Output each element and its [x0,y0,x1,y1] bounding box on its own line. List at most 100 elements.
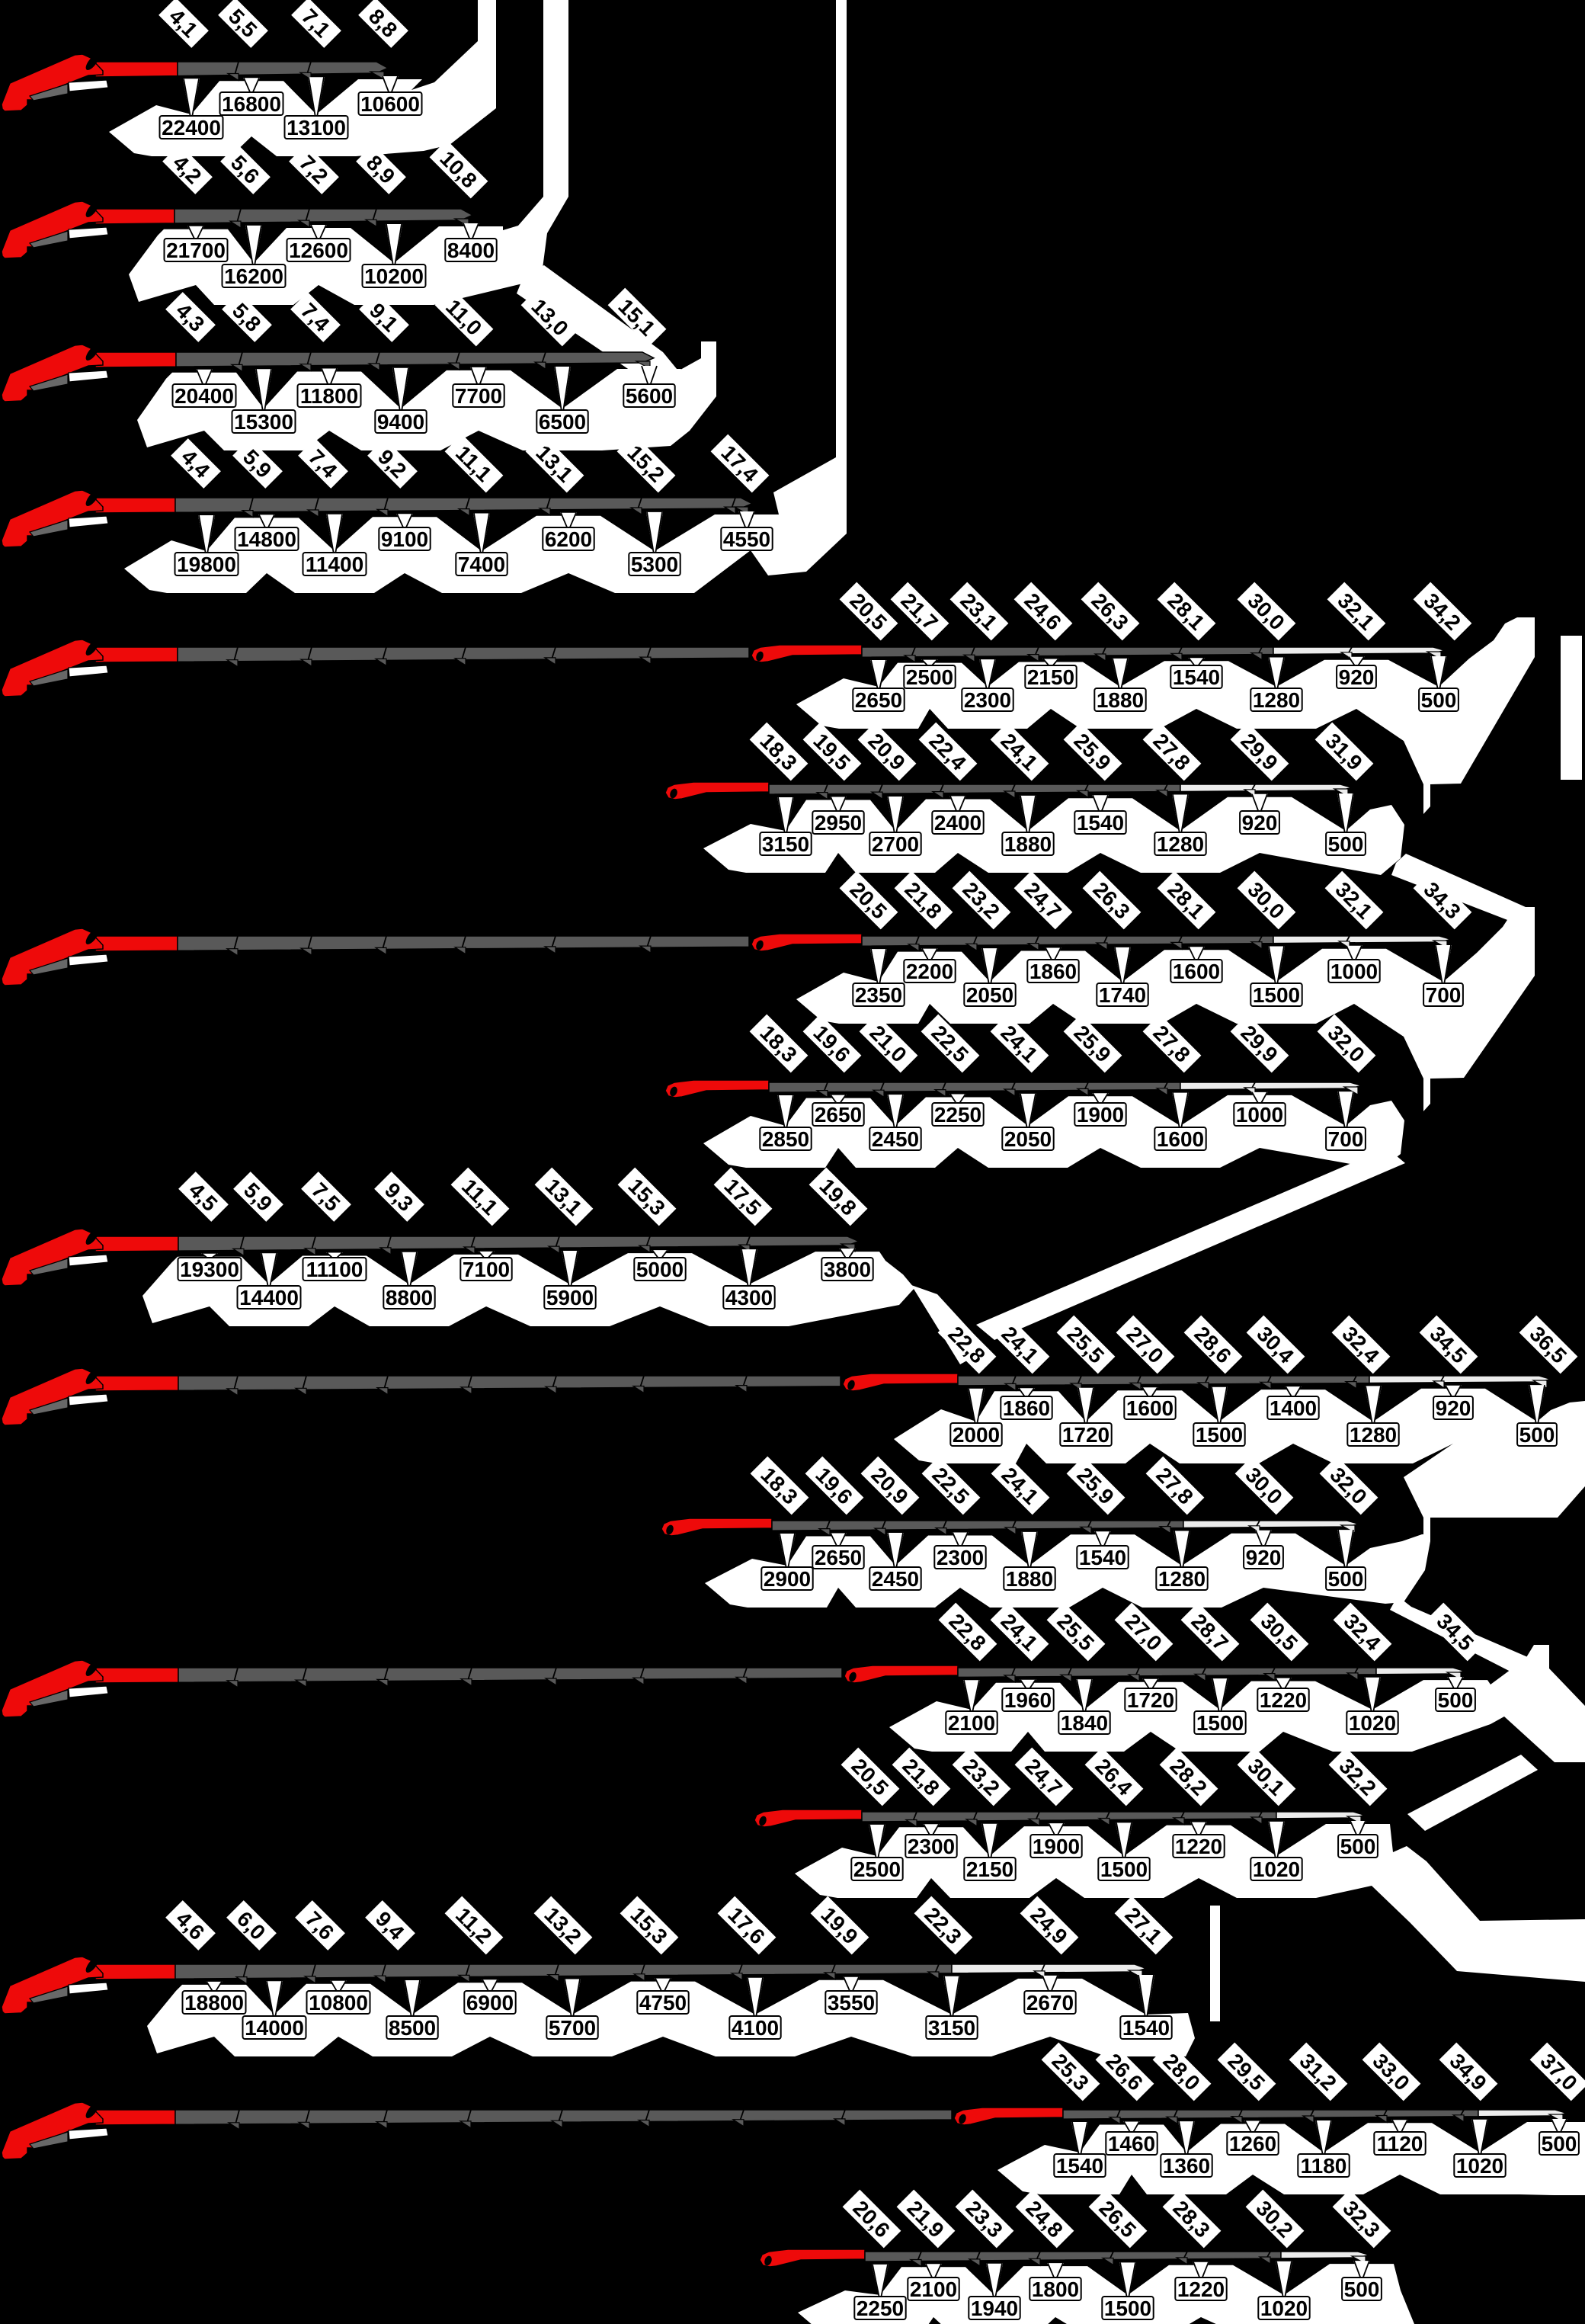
svg-text:2050: 2050 [1004,1127,1052,1151]
svg-text:3550: 3550 [828,1991,875,2015]
svg-text:2100: 2100 [910,2278,957,2301]
svg-text:1600: 1600 [1126,1396,1174,1420]
svg-text:2850: 2850 [762,1127,809,1151]
svg-text:1460: 1460 [1108,2132,1155,2156]
svg-text:2950: 2950 [815,811,862,835]
svg-text:2670: 2670 [1026,1991,1074,2015]
svg-text:1500: 1500 [1253,983,1300,1007]
svg-text:500: 500 [1519,1423,1555,1447]
svg-text:1360: 1360 [1163,2154,1210,2178]
svg-text:1880: 1880 [1097,688,1144,712]
svg-text:6900: 6900 [466,1991,514,2015]
svg-text:2650: 2650 [855,688,902,712]
svg-text:1220: 1220 [1177,2278,1225,2301]
svg-text:1020: 1020 [1349,1711,1396,1735]
svg-text:2100: 2100 [948,1711,995,1735]
svg-text:920: 920 [1436,1396,1471,1420]
svg-text:1280: 1280 [1253,688,1300,712]
svg-text:1720: 1720 [1062,1423,1110,1447]
svg-text:1540: 1540 [1056,2154,1103,2178]
svg-text:3150: 3150 [928,2016,975,2040]
svg-text:1000: 1000 [1236,1103,1283,1127]
svg-text:2300: 2300 [908,1835,955,1858]
svg-text:4100: 4100 [732,2016,779,2040]
svg-text:2300: 2300 [937,1546,984,1569]
svg-text:3800: 3800 [824,1258,871,1281]
svg-text:7400: 7400 [458,553,505,576]
svg-text:1540: 1540 [1122,2016,1170,2040]
svg-text:11800: 11800 [300,384,358,408]
svg-text:2050: 2050 [966,983,1013,1007]
svg-text:500: 500 [1328,1567,1364,1591]
svg-text:5700: 5700 [549,2016,596,2040]
svg-text:1860: 1860 [1029,960,1077,983]
svg-text:4300: 4300 [725,1286,773,1309]
svg-text:2450: 2450 [872,1127,919,1151]
svg-text:14400: 14400 [239,1286,299,1309]
svg-text:1220: 1220 [1175,1835,1222,1858]
svg-text:3150: 3150 [762,832,809,856]
svg-text:2450: 2450 [872,1567,919,1591]
svg-text:1220: 1220 [1260,1688,1307,1712]
svg-text:1740: 1740 [1099,983,1146,1007]
svg-text:8400: 8400 [447,239,495,262]
svg-text:20400: 20400 [175,384,234,408]
svg-text:6500: 6500 [539,410,586,434]
svg-text:2700: 2700 [872,832,919,856]
svg-text:1280: 1280 [1157,832,1204,856]
svg-text:1500: 1500 [1104,2297,1151,2320]
svg-text:1280: 1280 [1158,1567,1206,1591]
svg-text:1500: 1500 [1100,1858,1148,1881]
svg-text:4750: 4750 [639,1991,687,2015]
svg-text:1800: 1800 [1032,2278,1079,2301]
svg-text:21700: 21700 [166,239,226,262]
svg-text:700: 700 [1328,1127,1364,1151]
svg-text:13100: 13100 [287,116,346,139]
svg-text:16800: 16800 [222,92,281,116]
svg-text:1120: 1120 [1377,2132,1423,2156]
svg-text:2500: 2500 [906,665,953,689]
svg-text:11100: 11100 [306,1258,363,1281]
svg-text:6200: 6200 [545,527,592,551]
svg-text:1940: 1940 [971,2297,1018,2320]
svg-text:920: 920 [1242,811,1278,835]
svg-text:9400: 9400 [377,410,424,434]
svg-text:2150: 2150 [1027,665,1074,689]
svg-text:1960: 1960 [1004,1688,1052,1712]
svg-text:2650: 2650 [815,1103,862,1127]
svg-text:8500: 8500 [389,2016,436,2040]
svg-text:500: 500 [1438,1688,1474,1712]
svg-text:1260: 1260 [1229,2132,1276,2156]
svg-text:1500: 1500 [1196,1711,1244,1735]
svg-text:1020: 1020 [1260,2297,1308,2320]
svg-text:1880: 1880 [1004,832,1052,856]
svg-text:19800: 19800 [177,553,236,576]
svg-text:500: 500 [1421,688,1457,712]
svg-text:7100: 7100 [463,1258,510,1281]
svg-text:5900: 5900 [546,1286,594,1309]
svg-text:16200: 16200 [224,264,283,288]
svg-text:920: 920 [1339,665,1375,689]
svg-text:1000: 1000 [1330,960,1378,983]
svg-text:1600: 1600 [1173,960,1220,983]
svg-text:500: 500 [1328,832,1364,856]
svg-text:5600: 5600 [626,384,673,408]
svg-text:1540: 1540 [1173,665,1220,689]
svg-text:7700: 7700 [455,384,502,408]
svg-text:19300: 19300 [180,1258,239,1281]
svg-text:1900: 1900 [1077,1103,1124,1127]
svg-text:1400: 1400 [1270,1396,1317,1420]
svg-text:500: 500 [1542,2132,1577,2156]
svg-text:500: 500 [1344,2278,1380,2301]
svg-text:9100: 9100 [381,527,428,551]
svg-text:1600: 1600 [1157,1127,1204,1151]
svg-text:5000: 5000 [636,1258,684,1281]
svg-text:15300: 15300 [234,410,293,434]
svg-text:18800: 18800 [184,1991,244,2015]
svg-text:1280: 1280 [1350,1423,1397,1447]
svg-text:4550: 4550 [723,527,770,551]
svg-text:1900: 1900 [1033,1835,1080,1858]
svg-text:10800: 10800 [309,1991,368,2015]
svg-text:500: 500 [1340,1835,1376,1858]
svg-text:2200: 2200 [906,960,953,983]
